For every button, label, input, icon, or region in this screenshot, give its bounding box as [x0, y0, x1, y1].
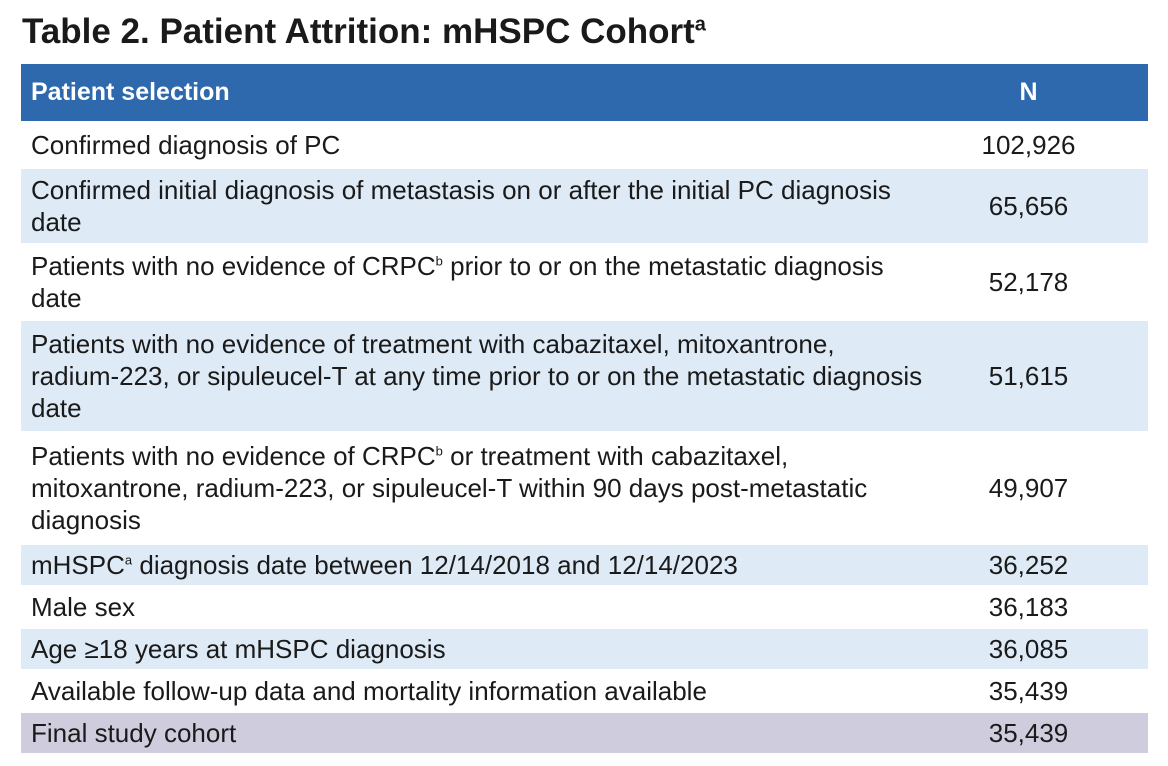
row-label: Patients with no evidence of CRPCb or tr…	[21, 432, 931, 544]
table-row: Patients with no evidence of CRPCb or tr…	[21, 432, 1148, 544]
row-label: Patients with no evidence of treatment w…	[21, 320, 931, 432]
table-row: mHSPCa diagnosis date between 12/14/2018…	[21, 544, 1148, 586]
final-cohort-row: Final study cohort 35,439	[21, 712, 1148, 753]
footnote-marker: a	[124, 552, 133, 568]
table-row: Patients with no evidence of treatment w…	[21, 320, 1148, 432]
row-label: Final study cohort	[21, 712, 931, 753]
table-header-row: Patient selection N	[21, 64, 1148, 122]
table-row: Patients with no evidence of CRPCb prior…	[21, 244, 1148, 320]
footnote-marker: b	[435, 253, 443, 269]
row-label: Confirmed initial diagnosis of metastasi…	[21, 168, 931, 244]
row-n: 51,615	[931, 320, 1148, 432]
row-n: 49,907	[931, 432, 1148, 544]
row-label: Patients with no evidence of CRPCb prior…	[21, 244, 931, 320]
table-row: Confirmed diagnosis of PC 102,926	[21, 122, 1148, 168]
row-label: mHSPCa diagnosis date between 12/14/2018…	[21, 544, 931, 586]
table-title-text: Table 2. Patient Attrition: mHSPC Cohort	[22, 12, 695, 51]
table-row: Male sex 36,183	[21, 586, 1148, 628]
patient-attrition-table: Patient selection N Confirmed diagnosis …	[21, 64, 1148, 753]
row-label: Available follow-up data and mortality i…	[21, 670, 931, 712]
row-n: 35,439	[931, 670, 1148, 712]
footnote-marker: b	[435, 443, 443, 459]
title-footnote-marker: a	[694, 13, 706, 36]
header-patient-selection: Patient selection	[21, 64, 931, 122]
row-label: Male sex	[21, 586, 931, 628]
table-row: Age ≥18 years at mHSPC diagnosis 36,085	[21, 628, 1148, 670]
row-n: 36,085	[931, 628, 1148, 670]
row-n: 36,252	[931, 544, 1148, 586]
table-row: Available follow-up data and mortality i…	[21, 670, 1148, 712]
row-n: 65,656	[931, 168, 1148, 244]
row-label: Age ≥18 years at mHSPC diagnosis	[21, 628, 931, 670]
row-label: Confirmed diagnosis of PC	[21, 122, 931, 168]
row-n: 52,178	[931, 244, 1148, 320]
table-title: Table 2. Patient Attrition: mHSPC Cohort…	[22, 6, 706, 58]
table-row: Confirmed initial diagnosis of metastasi…	[21, 168, 1148, 244]
row-n: 35,439	[931, 712, 1148, 753]
header-n: N	[931, 64, 1148, 122]
row-n: 36,183	[931, 586, 1148, 628]
row-n: 102,926	[931, 122, 1148, 168]
